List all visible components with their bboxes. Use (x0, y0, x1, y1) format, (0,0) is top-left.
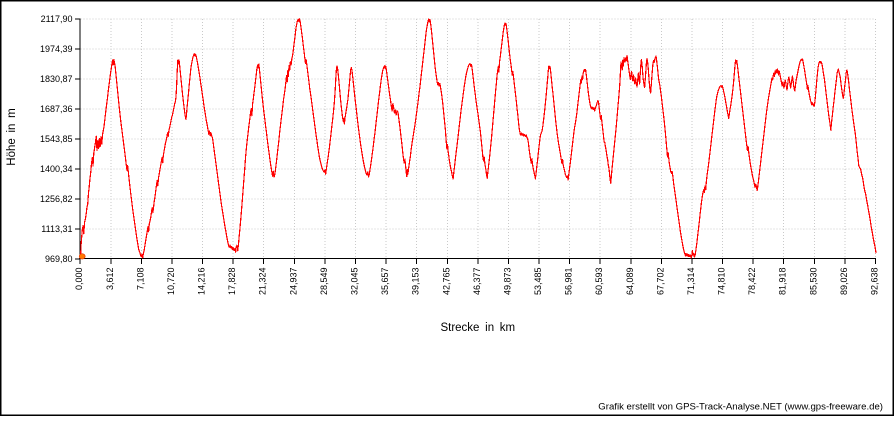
svg-text:35,657: 35,657 (380, 268, 390, 296)
svg-text:42,765: 42,765 (441, 268, 451, 296)
svg-text:89,026: 89,026 (839, 268, 849, 296)
svg-text:32,045: 32,045 (350, 268, 360, 296)
svg-text:3,612: 3,612 (105, 268, 115, 291)
svg-text:56,981: 56,981 (564, 268, 574, 296)
svg-text:1113,31: 1113,31 (41, 224, 72, 234)
svg-text:0,000: 0,000 (74, 268, 84, 291)
svg-text:24,937: 24,937 (288, 268, 298, 296)
svg-text:21,324: 21,324 (258, 268, 268, 296)
svg-text:1687,36: 1687,36 (40, 104, 73, 114)
svg-text:71,314: 71,314 (686, 268, 696, 296)
svg-text:39,153: 39,153 (411, 268, 421, 296)
svg-text:92,638: 92,638 (870, 268, 880, 296)
svg-text:Grafik erstellt von GPS-Track-: Grafik erstellt von GPS-Track-Analyse.NE… (598, 402, 883, 413)
svg-text:64,089: 64,089 (625, 268, 635, 296)
svg-text:14,216: 14,216 (197, 268, 207, 296)
svg-text:85,530: 85,530 (808, 268, 818, 296)
svg-text:17,828: 17,828 (227, 268, 237, 296)
svg-text:Höhe in m: Höhe in m (6, 108, 18, 165)
svg-text:1974,39: 1974,39 (40, 44, 73, 54)
svg-text:78,422: 78,422 (747, 268, 757, 296)
svg-text:60,593: 60,593 (594, 268, 604, 296)
svg-text:46,377: 46,377 (472, 268, 482, 296)
svg-text:1543,85: 1543,85 (40, 134, 73, 144)
svg-text:969,80: 969,80 (45, 254, 73, 264)
svg-text:28,549: 28,549 (319, 268, 329, 296)
svg-text:10,720: 10,720 (166, 268, 176, 296)
svg-text:53,485: 53,485 (533, 268, 543, 296)
svg-text:74,810: 74,810 (717, 268, 727, 296)
svg-text:81,918: 81,918 (778, 268, 788, 296)
svg-text:49,873: 49,873 (502, 268, 512, 296)
svg-text:1400,34: 1400,34 (40, 164, 73, 174)
svg-text:1830,87: 1830,87 (40, 74, 73, 84)
svg-text:7,108: 7,108 (135, 268, 145, 291)
svg-text:1256,82: 1256,82 (40, 194, 73, 204)
svg-text:67,702: 67,702 (655, 268, 665, 296)
svg-text:Strecke in km: Strecke in km (440, 322, 515, 334)
svg-text:2117,90: 2117,90 (41, 14, 73, 24)
